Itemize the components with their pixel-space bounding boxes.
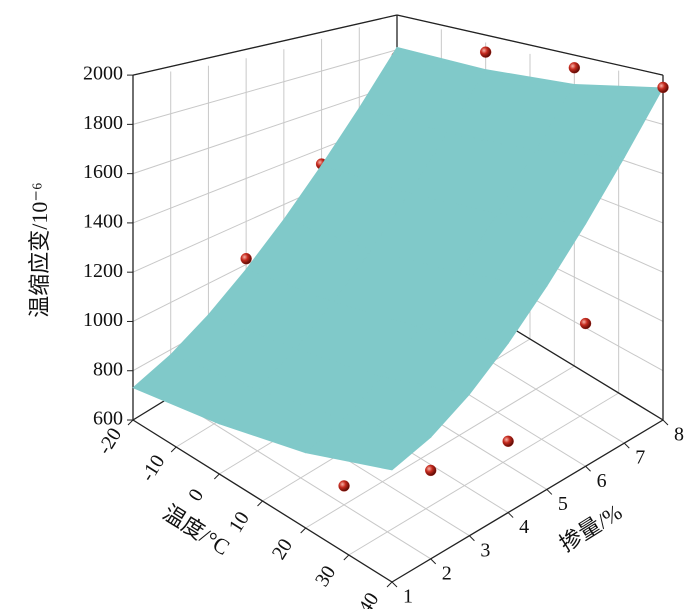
tick-mark: [257, 500, 263, 507]
z-axis-title: 温缩应变/10⁻⁶: [27, 182, 52, 317]
surface-patch: [304, 418, 432, 471]
y-tick-label: 3: [480, 539, 490, 561]
x-tick-label: 20: [268, 535, 297, 564]
tick-mark: [127, 419, 134, 426]
tick-mark: [300, 527, 307, 534]
tick-mark: [386, 581, 393, 588]
tick-mark: [430, 558, 437, 565]
scatter-point: [568, 62, 580, 74]
x-tick-label: 10: [225, 508, 254, 537]
grid-line: [305, 365, 575, 529]
z-tick-label: 1800: [83, 112, 123, 134]
tick-mark: [507, 512, 514, 518]
y-tick-label: 8: [674, 424, 684, 446]
z-tick-label: 800: [93, 358, 123, 380]
z-tick-label: 1200: [83, 260, 123, 282]
grid-line: [132, 49, 398, 125]
tick-mark: [546, 489, 553, 495]
z-tick-label: 1600: [83, 161, 123, 183]
tick-mark: [585, 465, 591, 472]
scatter-point: [657, 81, 669, 94]
y-tick-label: 5: [558, 493, 568, 515]
scatter-point: [425, 464, 437, 477]
y-tick-label: 4: [519, 516, 529, 538]
scatter-point: [579, 317, 592, 330]
y-tick-label: 7: [635, 447, 645, 469]
scatter-point: [338, 480, 350, 492]
tick-mark: [391, 581, 398, 588]
axis-line: [132, 14, 398, 76]
x-tick-label: 40: [354, 589, 383, 609]
z-tick-label: 1000: [83, 309, 123, 331]
z-tick-label: 1400: [83, 211, 123, 233]
axis-line: [391, 419, 664, 583]
x-axis-title: 温度/°C: [158, 500, 234, 560]
tick-mark: [213, 473, 220, 480]
y-tick-label: 6: [597, 470, 607, 492]
tick-mark: [170, 446, 177, 453]
x-tick-label: 0: [184, 485, 208, 505]
x-tick-label: -10: [137, 451, 170, 485]
z-tick-label: 2000: [83, 63, 123, 85]
tick-mark: [662, 419, 669, 426]
tick-mark: [469, 535, 475, 542]
grid-line: [132, 83, 398, 175]
grid-line: [348, 392, 619, 556]
tick-mark: [623, 442, 630, 449]
scatter-point: [480, 46, 492, 58]
plot-area: [132, 46, 669, 492]
y-tick-label: 1: [403, 586, 413, 608]
scatter-point: [502, 435, 514, 447]
tick-mark: [343, 554, 350, 561]
axis-line: [396, 14, 664, 76]
scatter-point: [240, 253, 252, 265]
x-tick-label: 30: [311, 562, 340, 591]
y-tick-label: 2: [442, 562, 452, 584]
z-tick-label: 600: [93, 408, 123, 430]
grid-line: [170, 396, 431, 560]
